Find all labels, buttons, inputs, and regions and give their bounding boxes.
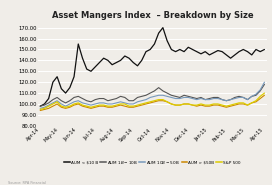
AUM < $10 B xyxy=(195,51,198,53)
AUM < $10 B xyxy=(174,51,177,53)
AUM $10B - $50B xyxy=(77,100,80,102)
AUM $10B - $50B xyxy=(174,97,177,100)
AUM $1B - $10B xyxy=(263,83,266,85)
AUM $1B - $10B xyxy=(191,96,194,99)
AUM > $50B xyxy=(39,109,42,112)
AUM < $10 B xyxy=(77,43,80,45)
S&P 500 xyxy=(39,108,42,111)
Text: Source: RPA Financial: Source: RPA Financial xyxy=(8,181,46,185)
S&P 500 xyxy=(170,103,173,105)
AUM < $10 B xyxy=(161,26,165,29)
AUM $1B - $10B xyxy=(170,94,173,96)
Line: AUM $1B - $10B: AUM $1B - $10B xyxy=(40,84,264,106)
AUM < $10 B xyxy=(123,55,126,57)
AUM $1B - $10B xyxy=(39,105,42,107)
S&P 500 xyxy=(191,104,194,106)
AUM > $50B xyxy=(161,100,165,102)
S&P 500 xyxy=(123,103,126,105)
Line: AUM < $10 B: AUM < $10 B xyxy=(40,28,264,106)
AUM $1B - $10B xyxy=(77,95,80,97)
AUM < $10 B xyxy=(263,48,266,51)
AUM $10B - $50B xyxy=(263,81,266,83)
AUM < $10 B xyxy=(178,48,181,51)
Line: AUM > $50B: AUM > $50B xyxy=(40,95,264,110)
AUM $1B - $10B xyxy=(174,95,177,97)
AUM > $50B xyxy=(77,103,80,105)
AUM < $10 B xyxy=(165,40,169,42)
AUM > $50B xyxy=(174,104,177,106)
S&P 500 xyxy=(77,102,80,104)
Legend: AUM < $10 B, AUM $1B - $10B, AUM $10B - $50B, AUM > $50B, S&P 500: AUM < $10 B, AUM $1B - $10B, AUM $10B - … xyxy=(62,157,242,167)
S&P 500 xyxy=(161,99,165,101)
S&P 500 xyxy=(174,104,177,106)
AUM > $50B xyxy=(123,105,126,107)
Line: AUM $10B - $50B: AUM $10B - $50B xyxy=(40,82,264,108)
Line: S&P 500: S&P 500 xyxy=(40,93,264,110)
S&P 500 xyxy=(263,92,266,94)
AUM $10B - $50B xyxy=(123,102,126,104)
AUM > $50B xyxy=(191,104,194,106)
AUM $1B - $10B xyxy=(161,90,165,92)
AUM $1B - $10B xyxy=(123,96,126,99)
AUM $10B - $50B xyxy=(191,97,194,100)
Title: Asset Mangers Index  – Breakdown by Size: Asset Mangers Index – Breakdown by Size xyxy=(51,11,253,20)
AUM > $50B xyxy=(170,103,173,105)
AUM < $10 B xyxy=(39,105,42,107)
AUM $10B - $50B xyxy=(170,96,173,99)
AUM $10B - $50B xyxy=(39,107,42,110)
AUM > $50B xyxy=(263,94,266,96)
AUM $10B - $50B xyxy=(161,94,165,96)
